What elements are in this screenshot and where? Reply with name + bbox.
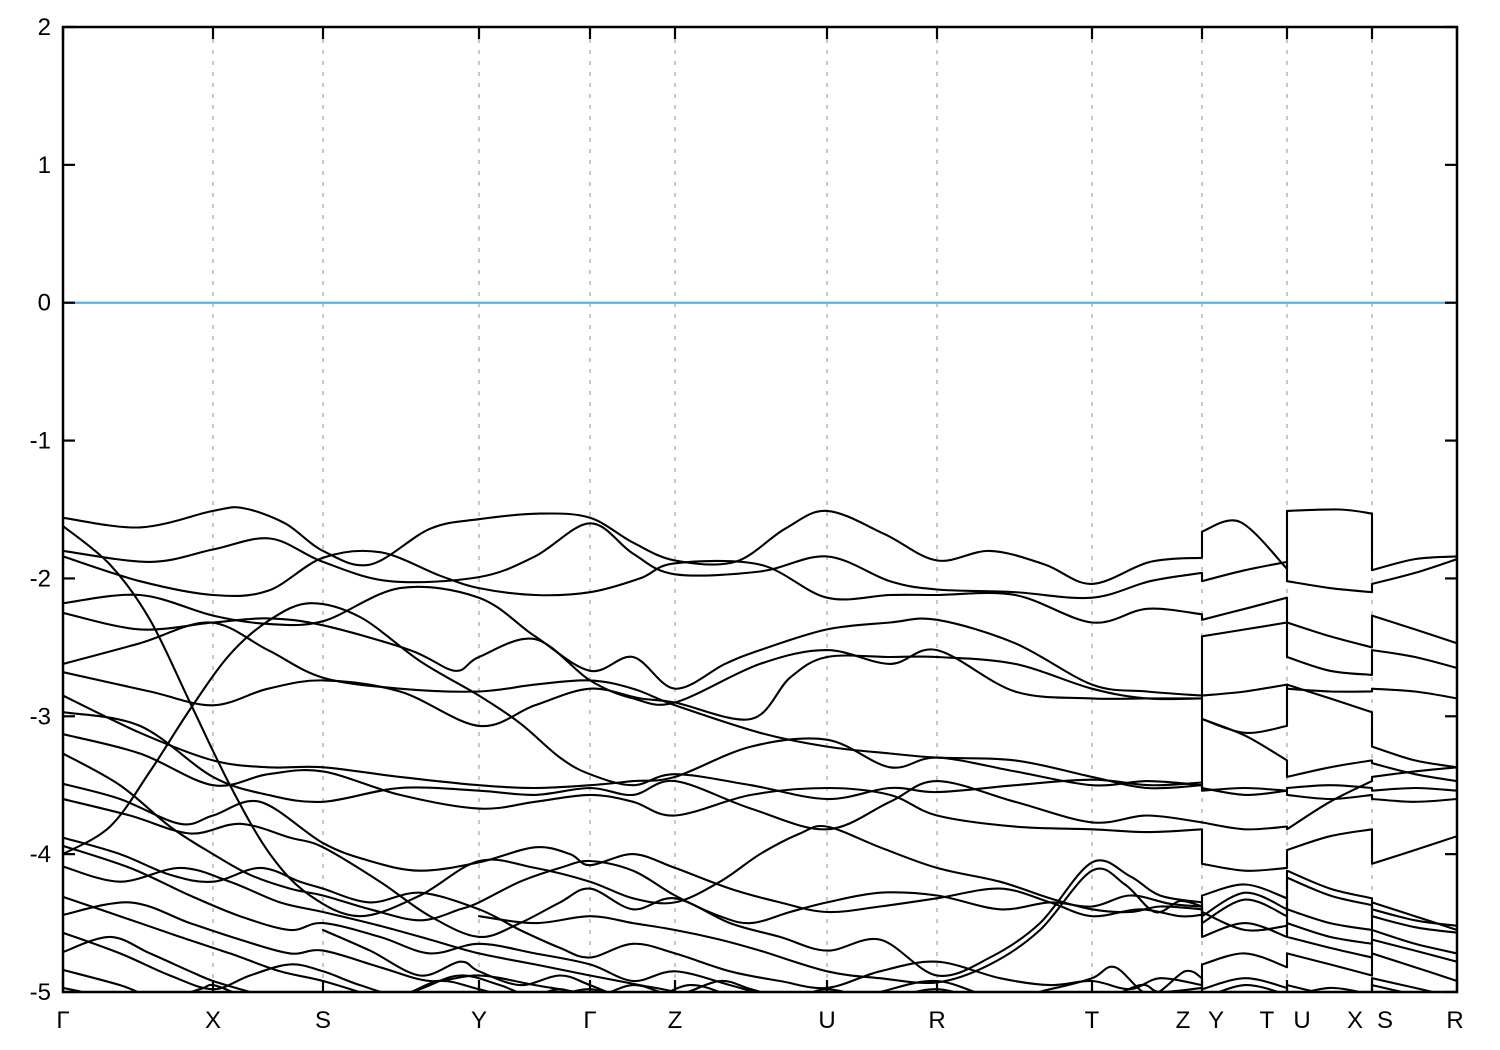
energy-band-curve <box>63 844 1438 992</box>
y-axis-label: -1 <box>30 428 51 455</box>
energy-band-curve <box>63 986 88 992</box>
kpoint-gridlines <box>212 39 1373 980</box>
kpoint-label: Z <box>668 1007 683 1034</box>
kpoint-label: X <box>205 1007 221 1034</box>
kpoint-label: S <box>315 1007 331 1034</box>
y-axis-label: -4 <box>30 841 51 868</box>
energy-band-curve <box>63 895 363 992</box>
energy-band-curve <box>63 935 254 992</box>
energy-bands <box>63 506 1457 992</box>
energy-band-curve <box>63 931 1408 992</box>
energy-band-curve <box>63 654 1457 728</box>
energy-band-curve <box>63 611 1457 769</box>
kpoint-label: R <box>928 1007 945 1034</box>
energy-band-curve <box>63 524 1457 927</box>
energy-band-curve <box>63 752 1457 938</box>
energy-band-curve <box>63 865 680 992</box>
energy-band-curve <box>63 522 1457 600</box>
energy-band-curve <box>63 549 1457 649</box>
kpoint-label: T <box>1085 1007 1100 1034</box>
energy-band-curve <box>63 711 1457 831</box>
energy-band-curve <box>477 867 1457 984</box>
energy-band-curve <box>63 782 1457 963</box>
energy-band-curve <box>63 621 1457 790</box>
y-axis-label: 0 <box>38 290 51 317</box>
kpoint-label: R <box>1446 1007 1463 1034</box>
energy-band-curve <box>63 968 236 992</box>
kpoint-label: T <box>1260 1007 1275 1034</box>
energy-band-curve <box>63 901 582 992</box>
plot-border <box>61 25 1459 994</box>
y-axis-label: 2 <box>38 14 51 41</box>
energy-band-curve <box>63 733 1457 872</box>
y-axis-label: -5 <box>30 979 51 1006</box>
kpoint-label: Y <box>1208 1007 1224 1034</box>
kpoint-label: U <box>1293 1007 1310 1034</box>
kpoint-label: Y <box>471 1007 487 1034</box>
energy-band-curve <box>409 974 723 992</box>
tick-marks <box>61 25 1459 994</box>
y-axis-labels: 2 1 0 -1 -2 -3 -4 -5 <box>30 14 51 1006</box>
energy-band-curve <box>63 506 1457 585</box>
kpoint-label: Γ <box>56 1007 69 1034</box>
energy-band-curve <box>63 585 1457 697</box>
y-axis-label: -3 <box>30 703 51 730</box>
kpoint-label: S <box>1377 1007 1393 1034</box>
kpoint-label: X <box>1347 1007 1363 1034</box>
kpoint-label: Z <box>1176 1007 1191 1034</box>
energy-band-curve <box>321 928 610 992</box>
kpoint-label: Γ <box>583 1007 596 1034</box>
energy-band-curve <box>63 836 1457 991</box>
y-axis-label: 1 <box>38 152 51 179</box>
energy-band-curve <box>63 797 1457 977</box>
y-axis-label: -2 <box>30 565 51 592</box>
energy-band-curve <box>63 602 1457 856</box>
kpoint-label: U <box>818 1007 835 1034</box>
